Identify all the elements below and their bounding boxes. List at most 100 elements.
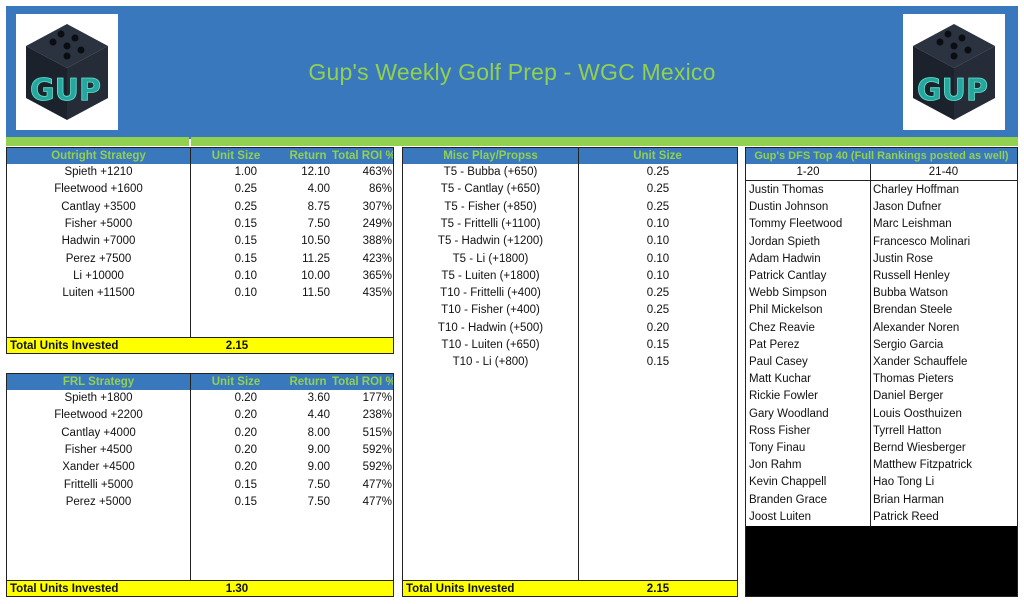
table-row: Frittelli +5000 0.15 7.50 477% xyxy=(7,477,393,494)
player-name: Charley Hoffman xyxy=(873,184,960,196)
table-row: T5 - Bubba (+650) 0.25 xyxy=(403,164,737,181)
player-name: Kevin Chappell xyxy=(749,476,827,489)
unit-size: 0.15 xyxy=(234,235,257,248)
prop-name: T10 - Hadwin (+500) xyxy=(437,321,544,334)
player-name: Daniel Berger xyxy=(873,390,944,403)
prop-name: T5 - Cantlay (+650) xyxy=(440,183,541,196)
unit-size: 0.20 xyxy=(234,461,257,474)
unit-size: 0.15 xyxy=(234,252,257,265)
player-name: Hao Tong Li xyxy=(873,476,935,489)
return-value: 4.40 xyxy=(307,409,330,422)
frl-strategy-table: FRL Strategy Unit Size Return Total ROI … xyxy=(6,373,394,597)
unit-size: 0.20 xyxy=(234,426,257,439)
unit-size: 0.20 xyxy=(234,443,257,456)
return-value: 10.50 xyxy=(301,235,330,248)
bet-name: Li +10000 xyxy=(73,269,124,282)
roi-value: 365% xyxy=(362,269,392,282)
unit-size: 0.15 xyxy=(234,217,257,230)
table-row: T10 - Frittelli (+400) 0.25 xyxy=(403,285,737,302)
blank-black-area xyxy=(746,526,1017,596)
prop-name: T5 - Frittelli (+1100) xyxy=(440,217,541,230)
total-row: Total Units Invested 1.30 xyxy=(7,580,393,596)
unit-size: 0.25 xyxy=(646,200,670,213)
return-value: 3.60 xyxy=(307,392,330,404)
table-row: T10 - Fisher (+400) 0.25 xyxy=(403,302,737,319)
table-row: T5 - Frittelli (+1100) 0.10 xyxy=(403,216,737,233)
dfs-rank-row: Joost Luiten Patrick Reed xyxy=(746,509,1017,526)
dfs-rank-row: Kevin Chappell Hao Tong Li xyxy=(746,474,1017,491)
bet-name: Fleetwood +1600 xyxy=(54,183,143,196)
player-name: Jordan Spieth xyxy=(749,235,820,248)
dfs-rank-row: Phil Mickelson Brendan Steele xyxy=(746,302,1017,319)
player-name: Justin Thomas xyxy=(749,184,824,196)
player-name: Francesco Molinari xyxy=(873,235,971,248)
player-name: Joost Luiten xyxy=(749,510,812,523)
player-name: Marc Leishman xyxy=(873,218,952,231)
accent-strip xyxy=(191,137,1018,146)
outright-strategy-table: Outright Strategy Unit Size Return Total… xyxy=(6,147,394,354)
player-name: Sergio Garcia xyxy=(873,338,944,351)
return-value: 11.25 xyxy=(302,252,330,265)
table-row: Spieth +1800 0.20 3.60 177% xyxy=(7,390,393,407)
table-row: T5 - Hadwin (+1200) 0.10 xyxy=(403,233,737,250)
unit-size: 0.25 xyxy=(646,287,670,300)
dfs-rank-row: Rickie Fowler Daniel Berger xyxy=(746,388,1017,405)
player-name: Bernd Wiesberger xyxy=(873,442,966,454)
header-roi: Total ROI % xyxy=(332,376,393,388)
unit-size: 0.15 xyxy=(234,478,257,491)
roi-value: 592% xyxy=(362,461,392,474)
dfs-title: Gup's DFS Top 40 (Full Rankings posted a… xyxy=(746,148,1017,164)
table-row: Li +10000 0.10 10.00 365% xyxy=(7,268,393,285)
dfs-rank-row: Chez Reavie Alexander Noren xyxy=(746,320,1017,337)
page-title: Gup's Weekly Golf Prep - WGC Mexico xyxy=(308,59,716,85)
dfs-rank-row: Branden Grace Brian Harman xyxy=(746,492,1017,509)
table-row: T10 - Hadwin (+500) 0.20 xyxy=(403,320,737,337)
dfs-rank-row: Ross Fisher Tyrrell Hatton xyxy=(746,423,1017,440)
return-value: 7.50 xyxy=(307,217,330,230)
table-row: Perez +7500 0.15 11.25 423% xyxy=(7,251,393,268)
unit-size: 0.20 xyxy=(234,392,257,404)
player-name: Dustin Johnson xyxy=(749,201,829,214)
bet-name: Luiten +11500 xyxy=(62,287,135,300)
dfs-rank-row: Gary Woodland Louis Oosthuizen xyxy=(746,406,1017,423)
return-value: 11.50 xyxy=(302,287,330,300)
player-name: Patrick Reed xyxy=(873,510,939,523)
misc-props-table: Misc Play/Propss Unit Size T5 - Bubba (+… xyxy=(402,147,738,597)
roi-value: 477% xyxy=(362,478,392,491)
table-row: Fisher +4500 0.20 9.00 592% xyxy=(7,442,393,459)
roi-value: 177% xyxy=(362,392,392,404)
unit-size: 0.15 xyxy=(234,495,257,508)
roi-value: 423% xyxy=(362,252,392,265)
table-header: FRL Strategy Unit Size Return Total ROI … xyxy=(7,374,393,390)
header-unit-size: Unit Size xyxy=(211,150,261,162)
return-value: 8.00 xyxy=(307,426,330,439)
bet-name: Spieth +1800 xyxy=(64,392,133,404)
header-strategy: Outright Strategy xyxy=(51,150,146,162)
total-row: Total Units Invested 2.15 xyxy=(7,337,393,353)
dice-logo-icon: GUP xyxy=(913,24,995,120)
total-row: Total Units Invested 2.15 xyxy=(403,580,737,596)
unit-size: 0.20 xyxy=(234,409,257,422)
dfs-rank-row: Tommy Fleetwood Marc Leishman xyxy=(746,216,1017,233)
table-header: Outright Strategy Unit Size Return Total… xyxy=(7,148,393,164)
table-row: Fleetwood +2200 0.20 4.40 238% xyxy=(7,407,393,424)
unit-size: 0.20 xyxy=(646,321,670,334)
table-row: Xander +4500 0.20 9.00 592% xyxy=(7,459,393,476)
dfs-rank-row: Patrick Cantlay Russell Henley xyxy=(746,268,1017,285)
return-value: 9.00 xyxy=(307,443,330,456)
total-value: 2.15 xyxy=(646,583,670,595)
player-name: Louis Oosthuizen xyxy=(873,407,962,420)
player-name: Ross Fisher xyxy=(749,424,811,437)
header-unit-size: Unit Size xyxy=(633,150,682,162)
player-name: Thomas Pieters xyxy=(873,373,954,386)
player-name: Brian Harman xyxy=(873,493,944,506)
header-rank-1-20: 1-20 xyxy=(796,166,820,178)
roi-value: 592% xyxy=(362,443,392,456)
player-name: Webb Simpson xyxy=(749,287,827,300)
prop-name: T10 - Fisher (+400) xyxy=(441,304,540,317)
player-name: Jason Dufner xyxy=(873,201,942,214)
table-header: Misc Play/Propss Unit Size xyxy=(403,148,737,164)
player-name: Alexander Noren xyxy=(873,321,960,334)
unit-size: 0.10 xyxy=(234,269,257,282)
prop-name: T5 - Fisher (+850) xyxy=(444,200,537,213)
